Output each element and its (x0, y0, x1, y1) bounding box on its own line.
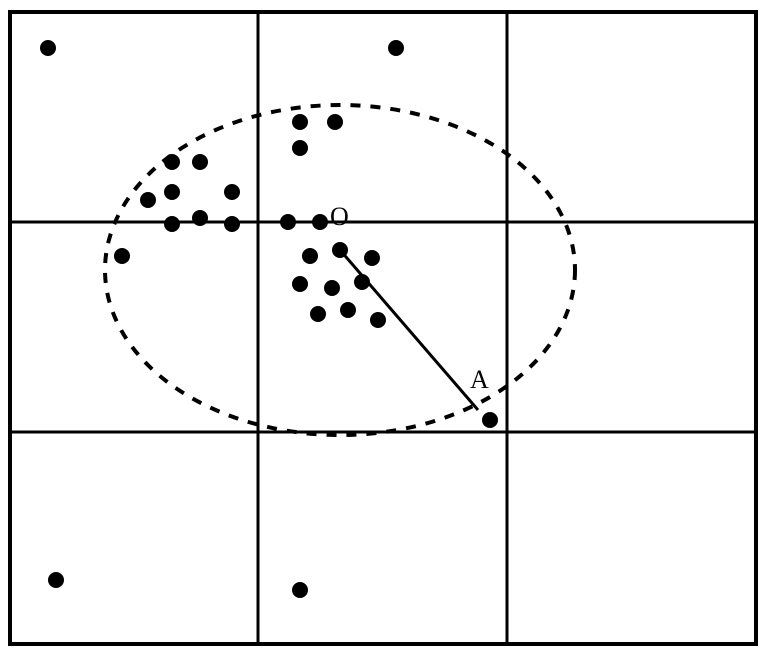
data-point-10 (140, 192, 156, 208)
label-A: A (470, 365, 489, 394)
data-point-7 (164, 154, 180, 170)
data-point-4 (292, 114, 308, 130)
data-point-16 (280, 214, 296, 230)
data-point-9 (164, 184, 180, 200)
data-point-5 (327, 114, 343, 130)
data-point-0 (40, 40, 56, 56)
data-point-25 (340, 302, 356, 318)
data-point-6 (292, 140, 308, 156)
grid-outer (10, 12, 756, 644)
data-point-11 (164, 216, 180, 232)
data-point-20 (364, 250, 380, 266)
cluster-ellipse (105, 105, 575, 435)
data-point-23 (354, 274, 370, 290)
data-point-12 (192, 210, 208, 226)
data-point-22 (324, 280, 340, 296)
data-point-3 (292, 582, 308, 598)
data-point-1 (388, 40, 404, 56)
data-point-14 (224, 216, 240, 232)
line-OA (340, 250, 478, 410)
data-point-8 (192, 154, 208, 170)
diagram-canvas: OA (0, 0, 767, 656)
data-point-15 (114, 248, 130, 264)
data-point-2 (48, 572, 64, 588)
data-point-26 (370, 312, 386, 328)
data-point-21 (292, 276, 308, 292)
data-point-24 (310, 306, 326, 322)
data-point-13 (224, 184, 240, 200)
label-O: O (330, 202, 349, 231)
data-point-19 (332, 242, 348, 258)
data-point-17 (312, 214, 328, 230)
data-point-18 (302, 248, 318, 264)
data-point-27 (482, 412, 498, 428)
